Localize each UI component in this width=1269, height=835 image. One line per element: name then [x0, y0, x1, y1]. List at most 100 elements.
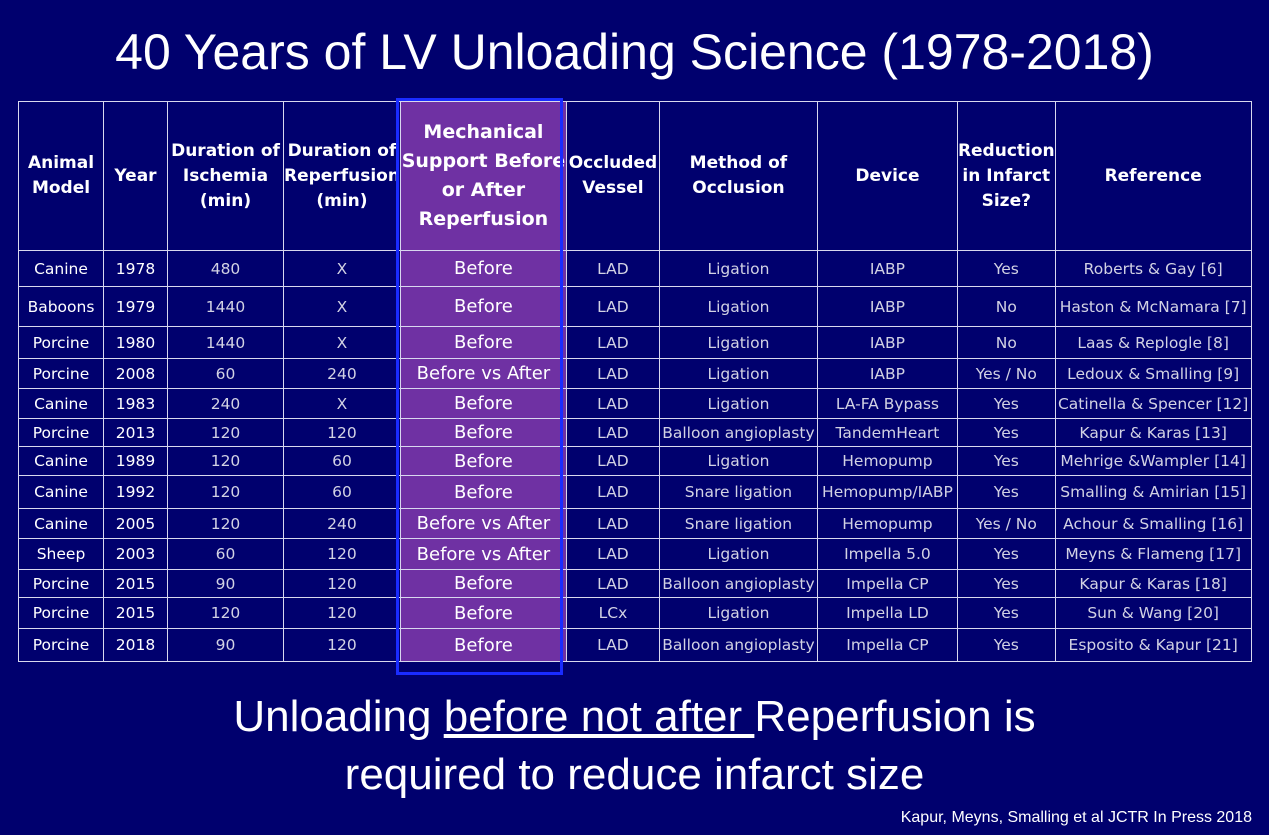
conclusion-part-before: Unloading [233, 692, 444, 741]
cell-reperfusion-duration: 120 [283, 628, 401, 662]
cell-year: 2015 [103, 597, 168, 629]
cell-ischemia-duration: 1440 [167, 286, 284, 327]
cell-ischemia-duration: 480 [167, 250, 284, 287]
table-row: Porcine 2015 120 120 Before LCx Ligation Impell… [18, 597, 1252, 629]
conclusion-line-2: required to reduce infarct size [344, 750, 925, 799]
cell-reference: Ledoux & Smalling [9] [1054, 358, 1252, 389]
cell-reperfusion-duration: 240 [283, 358, 401, 389]
cell-occlusion-method: Ligation [658, 250, 818, 287]
cell-reperfusion-duration: 240 [283, 508, 401, 539]
cell-reference: Catinella & Spencer [12] [1054, 388, 1252, 419]
cell-infarct-reduction: No [956, 326, 1056, 359]
conclusion-text: Unloading before not after Reperfusion i… [0, 688, 1269, 804]
cell-occluded-vessel: LAD [565, 508, 660, 539]
table-row: Porcine 2015 90 120 Before LAD Balloon angiopl… [18, 569, 1252, 598]
cell-reference: Mehrige &Wampler [14] [1054, 446, 1252, 476]
cell-support-timing: Before [399, 418, 567, 447]
cell-infarct-reduction: Yes [956, 446, 1056, 476]
header-support-timing: Mechanical Support Before or After Reper… [399, 101, 567, 251]
cell-infarct-reduction: Yes [956, 418, 1056, 447]
table-row: Canine 2005 120 240 Before vs After LAD Snare … [18, 508, 1252, 539]
studies-table: Animal Model Year Duration of Ischemia (mi… [18, 101, 1252, 662]
cell-occluded-vessel: LAD [565, 388, 660, 419]
table-row: Porcine 2013 120 120 Before LAD Balloon angiop… [18, 418, 1252, 447]
slide-title: 40 Years of LV Unloading Science (1978-2… [115, 24, 1154, 80]
cell-occlusion-method: Ligation [658, 286, 818, 327]
cell-occlusion-method: Ligation [658, 388, 818, 419]
table-row: Baboons 1979 1440 X Before LAD Ligation IABP No H… [18, 286, 1252, 327]
cell-animal-model: Canine [18, 446, 104, 476]
cell-occluded-vessel: LAD [565, 446, 660, 476]
header-device: Device [816, 101, 958, 251]
cell-ischemia-duration: 60 [167, 538, 284, 570]
cell-support-timing: Before [399, 569, 567, 598]
cell-reference: Smalling & Amirian [15] [1054, 475, 1252, 509]
cell-reperfusion-duration: X [283, 286, 401, 327]
cell-infarct-reduction: Yes [956, 538, 1056, 570]
cell-animal-model: Baboons [18, 286, 104, 327]
cell-device: Hemopump/IABP [816, 475, 958, 509]
cell-ischemia-duration: 120 [167, 418, 284, 447]
cell-device: Impella CP [816, 569, 958, 598]
cell-occluded-vessel: LAD [565, 326, 660, 359]
cell-ischemia-duration: 120 [167, 508, 284, 539]
cell-ischemia-duration: 120 [167, 446, 284, 476]
cell-animal-model: Porcine [18, 418, 104, 447]
table-row: Porcine 2018 90 120 Before LAD Balloon angiopl… [18, 628, 1252, 662]
cell-infarct-reduction: Yes [956, 250, 1056, 287]
cell-support-timing: Before [399, 250, 567, 287]
cell-device: IABP [816, 358, 958, 389]
cell-ischemia-duration: 120 [167, 597, 284, 629]
cell-occlusion-method: Ligation [658, 597, 818, 629]
header-occlusion-method: Method of Occlusion [658, 101, 818, 251]
cell-ischemia-duration: 90 [167, 628, 284, 662]
cell-occlusion-method: Ligation [658, 538, 818, 570]
cell-year: 2018 [103, 628, 168, 662]
cell-animal-model: Canine [18, 388, 104, 419]
cell-animal-model: Porcine [18, 358, 104, 389]
table-row: Canine 1983 240 X Before LAD Ligation LA-FA Byp… [18, 388, 1252, 419]
cell-occlusion-method: Balloon angioplasty [658, 628, 818, 662]
cell-animal-model: Canine [18, 250, 104, 287]
cell-animal-model: Canine [18, 475, 104, 509]
table-row: Sheep 2003 60 120 Before vs After LAD Ligation… [18, 538, 1252, 570]
cell-infarct-reduction: Yes [956, 388, 1056, 419]
header-reference: Reference [1054, 101, 1252, 251]
cell-support-timing: Before [399, 388, 567, 419]
cell-device: LA-FA Bypass [816, 388, 958, 419]
cell-occluded-vessel: LAD [565, 250, 660, 287]
cell-year: 2008 [103, 358, 168, 389]
cell-year: 1978 [103, 250, 168, 287]
cell-occluded-vessel: LAD [565, 475, 660, 509]
cell-occluded-vessel: LAD [565, 286, 660, 327]
cell-occlusion-method: Balloon angioplasty [658, 569, 818, 598]
cell-animal-model: Sheep [18, 538, 104, 570]
cell-occlusion-method: Balloon angioplasty [658, 418, 818, 447]
table-row: Porcine 2008 60 240 Before vs After LAD Ligati… [18, 358, 1252, 389]
cell-reperfusion-duration: 120 [283, 569, 401, 598]
header-year: Year [103, 101, 168, 251]
cell-device: IABP [816, 250, 958, 287]
cell-reperfusion-duration: 120 [283, 418, 401, 447]
cell-occluded-vessel: LAD [565, 628, 660, 662]
cell-device: IABP [816, 286, 958, 327]
cell-reperfusion-duration: 60 [283, 475, 401, 509]
cell-reference: Laas & Replogle [8] [1054, 326, 1252, 359]
cell-year: 2003 [103, 538, 168, 570]
table-row: Canine 1978 480 X Before LAD Ligation IABP Yes Ro… [18, 250, 1252, 287]
table-row: Canine 1992 120 60 Before LAD Snare ligation He… [18, 475, 1252, 509]
cell-occluded-vessel: LAD [565, 538, 660, 570]
cell-device: Impella CP [816, 628, 958, 662]
cell-infarct-reduction: Yes / No [956, 508, 1056, 539]
cell-occlusion-method: Snare ligation [658, 508, 818, 539]
cell-device: Impella 5.0 [816, 538, 958, 570]
header-infarct-reduction: Reduction in Infarct Size? [956, 101, 1056, 251]
cell-support-timing: Before [399, 475, 567, 509]
cell-year: 1979 [103, 286, 168, 327]
header-reperfusion-duration: Duration of Reperfusion (min) [283, 101, 401, 251]
cell-infarct-reduction: No [956, 286, 1056, 327]
cell-reference: Kapur & Karas [13] [1054, 418, 1252, 447]
cell-support-timing: Before vs After [399, 508, 567, 539]
cell-reperfusion-duration: 60 [283, 446, 401, 476]
cell-reference: Meyns & Flameng [17] [1054, 538, 1252, 570]
